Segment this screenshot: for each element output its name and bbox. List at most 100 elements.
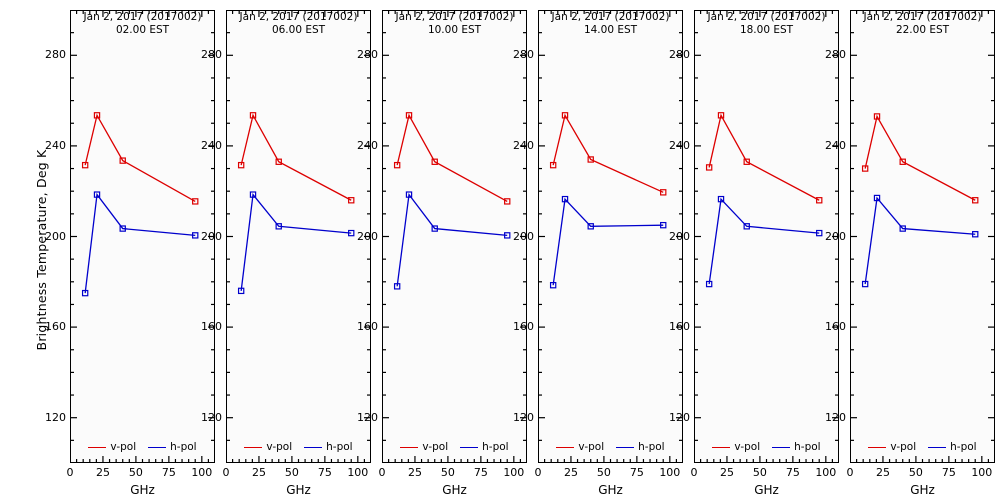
series-line-h-pol [84, 192, 196, 294]
x-tick-label: 75 [629, 466, 644, 479]
panel-legend: v-pol h-pol [850, 441, 995, 453]
data-point-marker [743, 158, 750, 165]
x-tick-label: 0 [846, 466, 854, 479]
x-tick-label: 25 [875, 466, 890, 479]
panel-plot-area [226, 10, 371, 463]
series-line-v-pol [240, 113, 352, 201]
data-point-marker [249, 112, 257, 119]
legend-entry-vpol: v-pol [244, 441, 292, 453]
legend-label-vpol: v-pol [422, 441, 449, 453]
legend-label-hpol: h-pol [638, 441, 665, 453]
data-point-marker [275, 223, 282, 230]
y-tick-label: 280 [45, 48, 66, 62]
x-tick-label: 0 [690, 466, 698, 479]
data-point-marker [705, 280, 713, 288]
x-tick-label: 100 [659, 466, 681, 479]
panel-title-time: 10.00 EST [427, 24, 482, 36]
data-point-marker [431, 225, 438, 232]
series-line-v-pol [864, 114, 976, 201]
panel-title: Jan 2, 2017 (2017002) 18.00 EST [694, 11, 839, 37]
series-line-h-pol [396, 192, 508, 287]
legend-label-hpol: h-pol [326, 441, 353, 453]
data-point-marker [549, 282, 557, 289]
panel-plot-area [538, 10, 683, 463]
data-point-marker [237, 161, 245, 169]
data-point-marker [899, 158, 906, 165]
x-tick-label: 25 [95, 466, 110, 479]
x-tick-label: 50 [908, 466, 923, 479]
x-tick-label: 75 [941, 466, 956, 479]
y-tick-label: 240 [201, 138, 222, 152]
panel-frame [538, 10, 683, 463]
x-tick-label: 100 [971, 466, 993, 479]
data-point-marker [587, 223, 594, 230]
y-tick-label: 200 [357, 229, 378, 243]
data-point-marker [660, 189, 667, 196]
data-point-marker [93, 112, 101, 119]
data-point-marker [861, 280, 869, 288]
plot-panel-1: Jan 2, 2017 (2017002) 02.00 EST 120 160 200 2… [45, 10, 215, 497]
series-line-v-pol [552, 113, 664, 193]
data-point-marker [192, 232, 199, 239]
panel-title: Jan 2, 2017 (2017002) 02.00 EST [70, 11, 215, 37]
legend-swatch-hpol [928, 446, 947, 448]
x-tick-label: 100 [503, 466, 525, 479]
legend-swatch-vpol [556, 446, 575, 448]
panel-title-date: Jan 2, 2017 (2017002) [551, 11, 670, 23]
data-point-marker [705, 164, 713, 171]
data-point-marker [504, 198, 511, 205]
x-tick-label: 50 [440, 466, 455, 479]
x-tick-label: 50 [128, 466, 143, 479]
x-tick-label: 100 [191, 466, 213, 479]
panel-title-date: Jan 2, 2017 (2017002) [707, 11, 826, 23]
legend-label-vpol: v-pol [578, 441, 605, 453]
panel-title: Jan 2, 2017 (2017002) 10.00 EST [382, 11, 527, 37]
data-point-marker [192, 198, 199, 205]
plot-panel-2: Jan 2, 2017 (2017002) 06.00 EST 120 160 200 2… [201, 10, 371, 497]
panel-frame [70, 10, 215, 463]
data-point-marker [81, 289, 89, 297]
data-point-marker [873, 194, 881, 202]
legend-swatch-vpol [88, 446, 107, 448]
panel-title-time: 14.00 EST [583, 24, 638, 36]
y-tick-label: 120 [357, 410, 378, 424]
data-point-marker [119, 225, 126, 232]
panel-plot-area [70, 10, 215, 463]
y-tick-label: 120 [669, 410, 690, 424]
x-tick-label: 75 [161, 466, 176, 479]
panel-legend: v-pol h-pol [538, 441, 683, 453]
legend-entry-hpol: h-pol [772, 441, 821, 453]
series-line-h-pol [552, 197, 664, 286]
y-tick-label: 240 [513, 138, 534, 152]
data-point-marker [861, 165, 869, 172]
legend-label-hpol: h-pol [170, 441, 197, 453]
y-tick-label: 160 [201, 320, 222, 334]
legend-entry-vpol: v-pol [712, 441, 760, 453]
panel-title: Jan 2, 2017 (2017002) 06.00 EST [226, 11, 371, 37]
legend-entry-vpol: v-pol [400, 441, 448, 453]
data-point-marker [972, 197, 979, 204]
panel-title-time: 02.00 EST [115, 24, 170, 36]
data-point-marker [405, 191, 413, 198]
y-tick-label: 160 [513, 320, 534, 334]
panel-plot-area [694, 10, 839, 463]
legend-label-vpol: v-pol [110, 441, 137, 453]
data-point-marker [119, 157, 126, 164]
y-tick-label: 280 [201, 48, 222, 62]
y-tick-label: 280 [825, 48, 846, 62]
y-tick-label: 280 [357, 48, 378, 62]
panel-plot-area [382, 10, 527, 463]
panel-legend: v-pol h-pol [694, 441, 839, 453]
legend-entry-hpol: h-pol [304, 441, 353, 453]
x-axis-title: GHz [130, 483, 155, 497]
panel-plot-area [850, 10, 995, 463]
plot-panel-3: Jan 2, 2017 (2017002) 10.00 EST 120 160 200 2… [357, 10, 527, 497]
data-point-marker [393, 161, 401, 169]
legend-entry-vpol: v-pol [556, 441, 604, 453]
data-point-marker [743, 223, 750, 230]
legend-label-hpol: h-pol [794, 441, 821, 453]
y-axis-title-container: Brightness Temperature, Deg K [2, 0, 49, 500]
data-point-marker [275, 158, 282, 165]
data-point-marker [899, 225, 906, 232]
data-point-marker [348, 197, 355, 204]
